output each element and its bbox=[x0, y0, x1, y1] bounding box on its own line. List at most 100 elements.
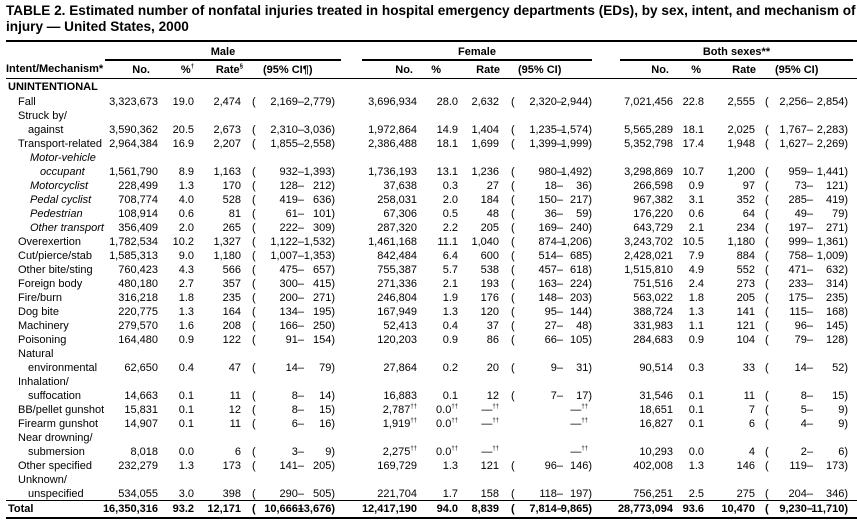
both-rate: 234 bbox=[736, 222, 755, 234]
female-ci-lower: 118– bbox=[539, 488, 563, 500]
female-ci-open: ( bbox=[511, 292, 515, 304]
both-percent: 17.4 bbox=[682, 138, 704, 150]
female-ci-upper: —†† bbox=[570, 404, 588, 416]
header-both-pct: % bbox=[691, 64, 701, 76]
male-percent: 2.7 bbox=[178, 278, 194, 290]
group-header-female: Female bbox=[458, 46, 496, 58]
female-ci-lower: 169– bbox=[538, 222, 563, 234]
both-ci-open: ( bbox=[765, 138, 769, 150]
male-ci-lower: 8– bbox=[291, 390, 304, 402]
male-rate: 2,673 bbox=[213, 124, 241, 136]
both-count: 266,598 bbox=[633, 180, 673, 192]
both-ci-upper: 168) bbox=[825, 306, 848, 318]
both-count: 331,983 bbox=[633, 320, 673, 332]
male-ci-open: ( bbox=[252, 362, 256, 374]
both-percent: 1.8 bbox=[688, 292, 704, 304]
male-ci-lower: 1,855– bbox=[270, 138, 304, 150]
male-ci-lower: 2,310– bbox=[270, 124, 304, 136]
male-ci-upper: 101) bbox=[312, 208, 335, 220]
female-percent: 5.7 bbox=[442, 264, 458, 276]
female-ci-lower: 457– bbox=[538, 264, 563, 276]
male-ci-open: ( bbox=[252, 278, 256, 290]
female-ci-open: ( bbox=[511, 460, 515, 472]
both-rate: 2,025 bbox=[727, 124, 755, 136]
both-count: 643,729 bbox=[633, 222, 673, 234]
female-ci-open: ( bbox=[511, 124, 515, 136]
male-ci-lower: 932– bbox=[279, 166, 304, 178]
both-count: 2,428,021 bbox=[624, 250, 673, 262]
both-percent: 0.1 bbox=[688, 404, 704, 416]
female-percent: 1.3 bbox=[442, 460, 458, 472]
male-percent: 0.6 bbox=[178, 208, 194, 220]
male-ci-open: ( bbox=[252, 194, 256, 206]
both-ci-open: ( bbox=[765, 166, 769, 178]
male-percent: 9.0 bbox=[178, 250, 194, 262]
both-ci-upper: 235) bbox=[825, 292, 848, 304]
male-rate: 12,171 bbox=[207, 503, 241, 515]
header-both-ci: (95% CI) bbox=[775, 64, 819, 76]
male-group-rule bbox=[105, 59, 341, 61]
female-ci-upper: 17) bbox=[576, 390, 592, 402]
male-percent: 1.8 bbox=[178, 292, 194, 304]
female-ci-lower: 514– bbox=[538, 250, 563, 262]
female-rate: 184 bbox=[480, 194, 499, 206]
male-ci-lower: 6– bbox=[291, 418, 304, 430]
both-count: 28,773,094 bbox=[617, 503, 673, 515]
both-percent: 0.9 bbox=[688, 334, 704, 346]
female-ci-lower: 7– bbox=[550, 390, 563, 402]
male-count: 1,782,534 bbox=[109, 236, 158, 248]
row-label: Dog bite bbox=[18, 306, 59, 318]
male-ci-lower: 10,666– bbox=[264, 503, 304, 515]
male-ci-upper: 79) bbox=[319, 362, 335, 374]
female-rate: —†† bbox=[481, 446, 499, 458]
male-count: 1,561,790 bbox=[109, 166, 158, 178]
female-rate: 27 bbox=[486, 180, 499, 192]
both-ci-upper: 121) bbox=[825, 180, 848, 192]
both-ci-lower: 96– bbox=[794, 320, 813, 332]
row-label: Other transport bbox=[30, 222, 104, 234]
male-rate: 398 bbox=[222, 488, 241, 500]
male-ci-lower: 3– bbox=[291, 446, 304, 458]
male-count: 316,218 bbox=[118, 292, 158, 304]
header-male-no: No. bbox=[132, 64, 150, 76]
both-rate: 275 bbox=[736, 488, 755, 500]
both-percent: 2.4 bbox=[688, 278, 704, 290]
row-label: suffocation bbox=[28, 390, 82, 402]
female-rate: 120 bbox=[480, 306, 499, 318]
female-ci-upper: 105) bbox=[569, 334, 592, 346]
row-label: Inhalation/ bbox=[18, 376, 69, 388]
female-rate: 176 bbox=[480, 292, 499, 304]
male-ci-upper: 13,676) bbox=[297, 503, 335, 515]
female-ci-open: ( bbox=[511, 362, 515, 374]
both-ci-lower: 115– bbox=[789, 306, 813, 318]
both-percent: 18.1 bbox=[682, 124, 704, 136]
row-label: Transport-related bbox=[18, 138, 102, 150]
female-ci-lower: 9– bbox=[550, 362, 563, 374]
male-ci-lower: 166– bbox=[279, 320, 304, 332]
female-count: 258,031 bbox=[377, 194, 417, 206]
male-ci-open: ( bbox=[252, 320, 256, 332]
male-ci-lower: 141– bbox=[279, 460, 304, 472]
both-count: 756,251 bbox=[633, 488, 673, 500]
both-count: 5,565,289 bbox=[624, 124, 673, 136]
header-female-rate: Rate bbox=[476, 64, 500, 76]
top-rule bbox=[6, 40, 857, 42]
both-ci-lower: 204– bbox=[788, 488, 813, 500]
male-ci-open: ( bbox=[252, 208, 256, 220]
female-percent: 2.0 bbox=[442, 194, 458, 206]
both-count: 18,651 bbox=[639, 404, 673, 416]
female-percent: 0.1 bbox=[442, 390, 458, 402]
both-ci-open: ( bbox=[765, 222, 769, 234]
both-ci-lower: 959– bbox=[788, 166, 813, 178]
male-ci-open: ( bbox=[252, 488, 256, 500]
group-header-male: Male bbox=[210, 46, 236, 58]
male-count: 1,585,313 bbox=[109, 250, 158, 262]
row-label: Other specified bbox=[18, 460, 92, 472]
group-header-both: Both sexes** bbox=[702, 46, 771, 58]
row-label: Pedestrian bbox=[30, 208, 83, 220]
female-ci-lower: 1,235– bbox=[529, 124, 563, 136]
row-label: Pedal cyclist bbox=[30, 194, 92, 206]
female-ci-lower: 163– bbox=[538, 278, 563, 290]
female-percent: 94.0 bbox=[436, 503, 458, 515]
both-percent: 2.1 bbox=[688, 222, 704, 234]
